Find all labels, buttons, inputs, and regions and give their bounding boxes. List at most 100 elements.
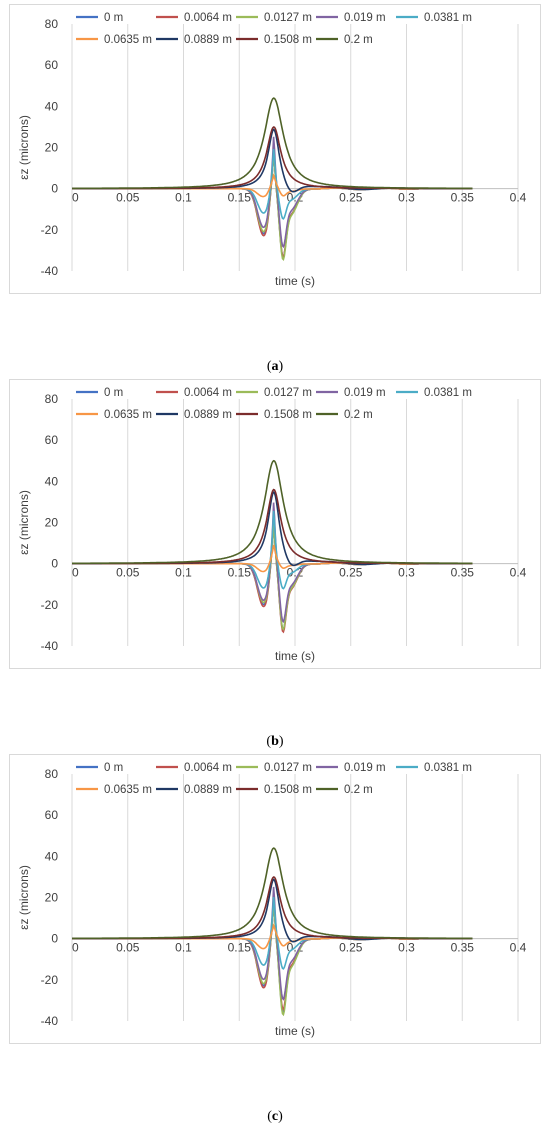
y-tick-label: 60 (45, 808, 59, 822)
x-axis-label: time (s) (275, 274, 315, 288)
x-axis-label: time (s) (275, 649, 315, 663)
legend-label: 0.0635 m (104, 34, 152, 46)
legend-label: 0.0064 m (184, 12, 232, 24)
y-tick-label: 20 (45, 141, 59, 155)
x-tick-label: 0.15 (228, 565, 252, 579)
x-tick-label: 0.3 (398, 190, 415, 204)
x-tick-label: 0.3 (398, 565, 415, 579)
legend-label: 0.1508 m (264, 409, 312, 421)
y-tick-label: 80 (45, 17, 59, 31)
x-tick-label: 0.35 (451, 940, 475, 954)
y-tick-label: -20 (41, 973, 59, 987)
y-tick-label: -20 (41, 598, 59, 612)
chart-svg-a: 0 0.05 0.1 0.15 0.2 0.25 0.3 0.35 0.4-40-2002040… (17, 12, 527, 288)
y-tick-label: 20 (45, 516, 59, 530)
y-tick-label: 0 (51, 557, 58, 571)
x-tick-label: 0.15 (228, 940, 252, 954)
x-tick-label: 0.25 (339, 565, 363, 579)
x-tick-label: 0.4 (510, 565, 527, 579)
x-tick-label: 0.15 (228, 190, 252, 204)
y-tick-label: -40 (41, 264, 59, 278)
x-tick-label: 0.35 (451, 565, 475, 579)
x-tick-label: 0.1 (175, 190, 192, 204)
series-line (72, 148, 473, 220)
y-tick-label: 20 (45, 891, 59, 905)
x-tick-label: 0.05 (116, 940, 140, 954)
caption-c-letter: c (271, 1109, 279, 1124)
caption-a-letter: a (271, 359, 279, 374)
legend-label: 0.0381 m (424, 387, 472, 399)
x-tick-label: 0.05 (116, 190, 140, 204)
x-tick-label: 0 (72, 190, 79, 204)
legend: 0 m 0.0064 m 0.0127 m 0.019 m 0.0381 m 0.0635… (76, 12, 472, 46)
legend-label: 0.0064 m (184, 387, 232, 399)
legend-label: 0.2 m (344, 409, 373, 421)
x-tick-label: 0.4 (510, 940, 527, 954)
legend-label: 0.019 m (344, 387, 386, 399)
x-tick-label: 0.4 (510, 190, 527, 204)
y-tick-label: 60 (45, 433, 59, 447)
x-tick-label: 0.25 (339, 190, 363, 204)
y-tick-label: -40 (41, 1014, 59, 1028)
chart-panel-a: 0 0.05 0.1 0.15 0.2 0.25 0.3 0.35 0.4 -40 -20 0 20 40… (9, 4, 541, 294)
chart-svg-b: 0 0.05 0.1 0.15 0.2 0.25 0.3 0.35 0.4-40-2002040… (17, 387, 527, 663)
legend: 0 m 0.0064 m 0.0127 m 0.019 m 0.0381 m 0.0635… (76, 762, 472, 796)
x-tick-label: 0.05 (116, 565, 140, 579)
y-tick-label: -20 (41, 223, 59, 237)
legend-label: 0.0889 m (184, 34, 232, 46)
x-tick-label: 0.1 (175, 940, 192, 954)
legend: 0 m 0.0064 m 0.0127 m 0.019 m 0.0381 m 0.0635… (76, 387, 472, 421)
legend-label: 0.0635 m (104, 409, 152, 421)
caption-a: (a) (266, 359, 284, 374)
y-tick-label: 0 (51, 932, 58, 946)
legend-label: 0.0381 m (424, 762, 472, 774)
legend-label: 0.0127 m (264, 12, 312, 24)
legend-label: 0.2 m (344, 784, 373, 796)
x-tick-label: 0 (72, 940, 79, 954)
y-tick-label: 40 (45, 849, 59, 863)
legend-label: 0.1508 m (264, 784, 312, 796)
x-axis-label: time (s) (275, 1024, 315, 1038)
caption-b-letter: b (271, 734, 279, 749)
x-tick-label: 0 (72, 565, 79, 579)
series-line (72, 502, 473, 624)
legend-label: 0.2 m (344, 34, 373, 46)
legend-label: 0.019 m (344, 12, 386, 24)
y-tick-label: 80 (45, 392, 59, 406)
legend-label: 0.0889 m (184, 409, 232, 421)
caption-c: (c) (267, 1109, 283, 1124)
x-tick-label: 0.35 (451, 190, 475, 204)
y-tick-label: 40 (45, 99, 59, 113)
legend-label: 0.0127 m (264, 387, 312, 399)
chart-body: 0 0.05 0.1 0.15 0.2 0.25 0.3 0.35 0.4-40-2002040… (17, 17, 527, 288)
legend-label: 0 m (104, 762, 123, 774)
legend-label: 0 m (104, 12, 123, 24)
legend-label: 0.0635 m (104, 784, 152, 796)
y-tick-label: 40 (45, 474, 59, 488)
y-axis-label: εz (microns) (17, 865, 31, 930)
legend-label: 0.019 m (344, 762, 386, 774)
x-tick-label: 0.25 (339, 940, 363, 954)
y-tick-label: 0 (51, 182, 58, 196)
legend-label: 0.0889 m (184, 784, 232, 796)
chart-body: 0 0.05 0.1 0.15 0.2 0.25 0.3 0.35 0.4-40-2002040… (17, 767, 527, 1038)
legend-label: 0 m (104, 387, 123, 399)
caption-b: (b) (266, 734, 284, 749)
chart-svg-c: 0 0.05 0.1 0.15 0.2 0.25 0.3 0.35 0.4-40-2002040… (17, 762, 527, 1038)
x-tick-label: 0.1 (175, 565, 192, 579)
legend-label: 0.0127 m (264, 762, 312, 774)
legend-label: 0.1508 m (264, 34, 312, 46)
legend-label: 0.0381 m (424, 12, 472, 24)
x-tick-label: 0.3 (398, 940, 415, 954)
series-line (72, 847, 473, 940)
chart-body: 0 0.05 0.1 0.15 0.2 0.25 0.3 0.35 0.4-40-2002040… (17, 392, 527, 663)
chart-panel-b: 0 0.05 0.1 0.15 0.2 0.25 0.3 0.35 0.4 -40 -20 0 20 40… (9, 379, 541, 669)
series-line (72, 97, 473, 190)
y-axis-label: εz (microns) (17, 115, 31, 180)
y-tick-label: 80 (45, 767, 59, 781)
y-tick-label: 60 (45, 58, 59, 72)
y-axis-label: εz (microns) (17, 490, 31, 555)
series-line (72, 459, 473, 565)
legend-label: 0.0064 m (184, 762, 232, 774)
y-tick-label: -40 (41, 639, 59, 653)
